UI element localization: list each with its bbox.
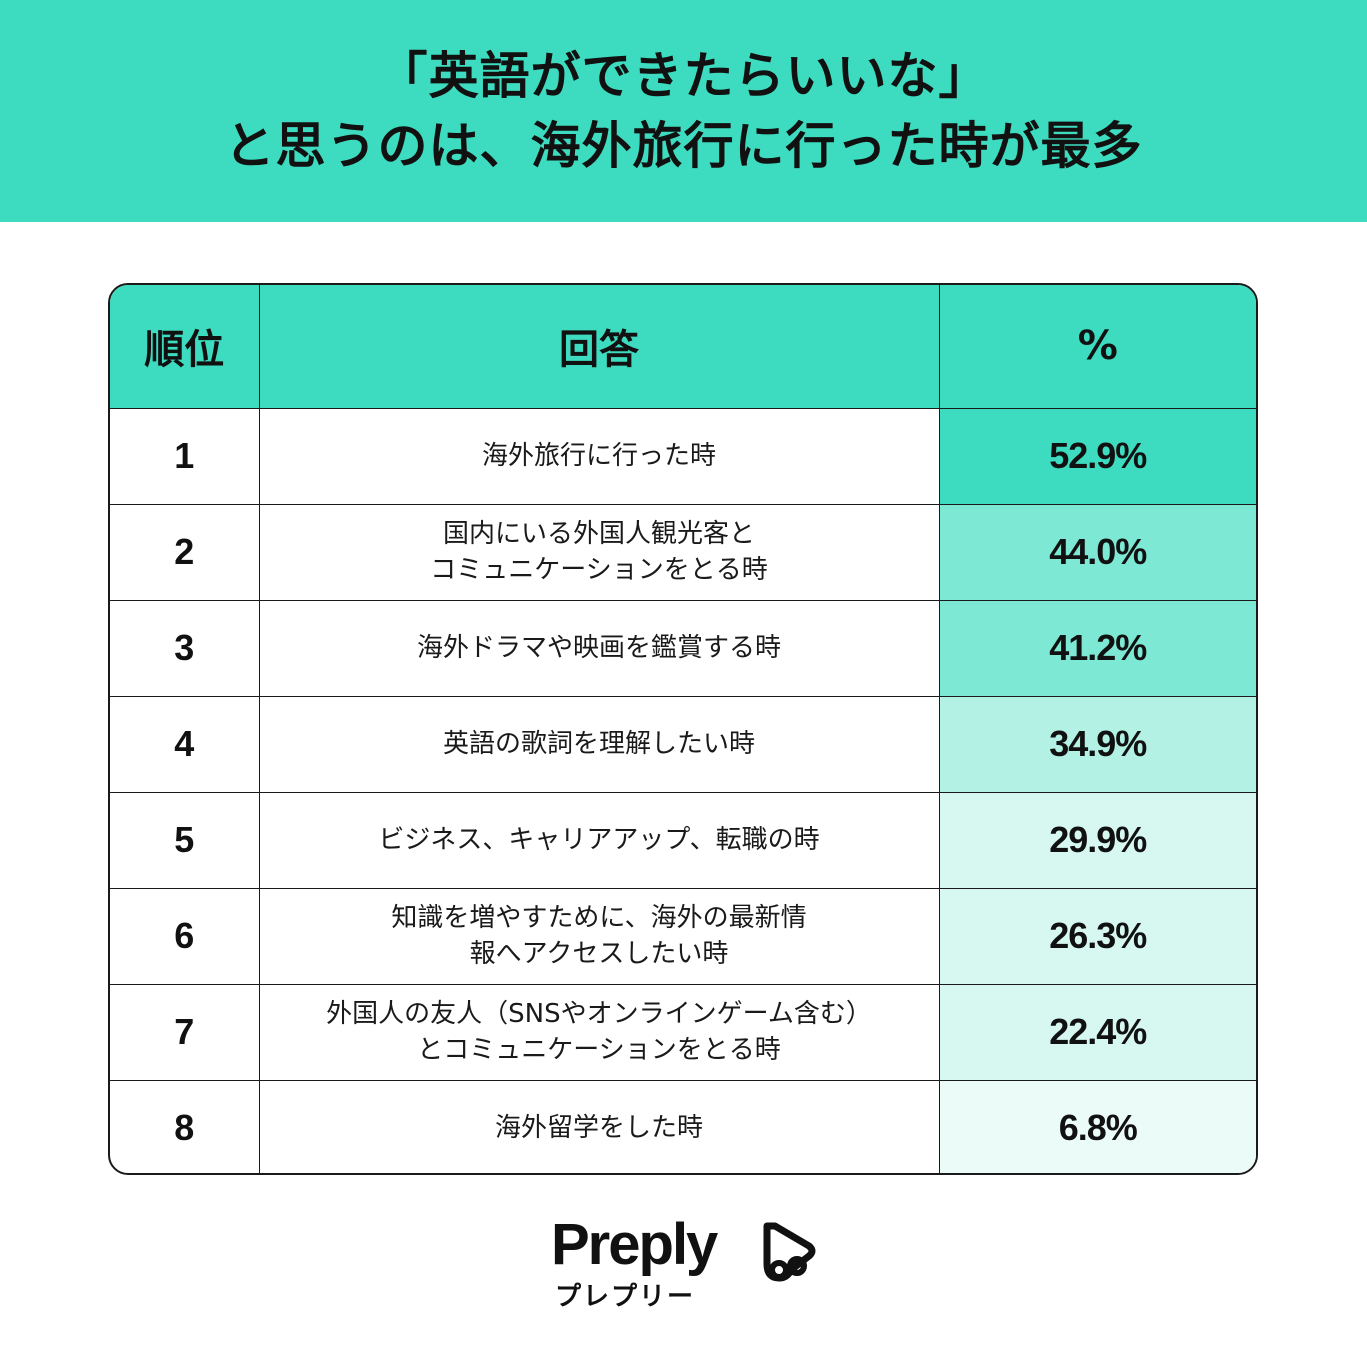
table-row: 5 ビジネス、キャリアアップ、転職の時 29.9% [110,791,1256,889]
percent-cell: 29.9% [938,791,1256,889]
header-answer: 回答 [258,285,940,409]
preply-logo: Preply プレプリー [551,1210,821,1320]
table-row: 4 英語の歌詞を理解したい時 34.9% [110,695,1256,793]
table-row: 1 海外旅行に行った時 52.9% [110,407,1256,505]
rank-cell: 4 [110,695,260,793]
answer-cell: 外国人の友人（SNSやオンラインゲーム含む） とコミュニケーションをとる時 [258,983,940,1081]
header-banner: 「英語ができたらいいな」 と思うのは、海外旅行に行った時が最多 [0,0,1367,222]
percent-cell: 44.0% [938,503,1256,601]
logo-subtitle: プレプリー [555,1282,696,1312]
table-header-row: 順位 回答 % [110,285,1256,409]
table-row: 6 知識を増やすために、海外の最新情 報へアクセスしたい時 26.3% [110,887,1256,985]
answer-cell: ビジネス、キャリアアップ、転職の時 [258,791,940,889]
rank-cell: 5 [110,791,260,889]
percent-cell: 6.8% [938,1079,1256,1173]
percent-cell: 26.3% [938,887,1256,985]
title-line-1: 「英語ができたらいいな」 [377,47,990,105]
table-body: 1 海外旅行に行った時 52.9% 2 国内にいる外国人観光客と コミュニケーションをと… [110,407,1256,1173]
logo-wordmark: Preply [551,1212,718,1277]
answer-cell: 英語の歌詞を理解したい時 [258,695,940,793]
header-percent: % [938,285,1256,409]
rank-cell: 8 [110,1079,260,1173]
rank-cell: 2 [110,503,260,601]
percent-cell: 52.9% [938,407,1256,505]
rank-cell: 1 [110,407,260,505]
percent-cell: 34.9% [938,695,1256,793]
title-line-2: と思うのは、海外旅行に行った時が最多 [224,117,1143,175]
rank-cell: 6 [110,887,260,985]
answer-cell: 海外旅行に行った時 [258,407,940,505]
preply-play-heart-icon [763,1222,816,1282]
answer-cell: 知識を増やすために、海外の最新情 報へアクセスしたい時 [258,887,940,985]
percent-cell: 41.2% [938,599,1256,697]
rank-cell: 7 [110,983,260,1081]
percent-cell: 22.4% [938,983,1256,1081]
table-row: 3 海外ドラマや映画を鑑賞する時 41.2% [110,599,1256,697]
ranking-table: 順位 回答 % 1 海外旅行に行った時 52.9% 2 国内にいる外国人観光客と コミュ… [108,283,1258,1175]
answer-cell: 国内にいる外国人観光客と コミュニケーションをとる時 [258,503,940,601]
table-row: 2 国内にいる外国人観光客と コミュニケーションをとる時 44.0% [110,503,1256,601]
rank-cell: 3 [110,599,260,697]
table-row: 8 海外留学をした時 6.8% [110,1079,1256,1173]
header-rank: 順位 [110,285,260,409]
answer-cell: 海外留学をした時 [258,1079,940,1173]
table-row: 7 外国人の友人（SNSやオンラインゲーム含む） とコミュニケーションをとる時 22… [110,983,1256,1081]
answer-cell: 海外ドラマや映画を鑑賞する時 [258,599,940,697]
